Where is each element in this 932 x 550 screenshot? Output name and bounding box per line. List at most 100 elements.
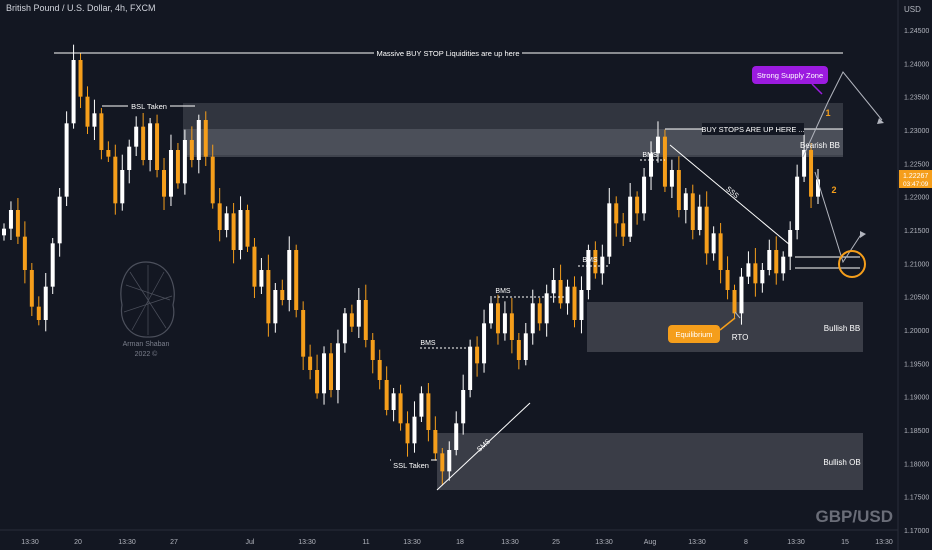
brain-logo-icon — [120, 261, 175, 338]
y-tick-label: 1.18000 — [904, 461, 929, 468]
candle-body — [579, 290, 584, 320]
ssl-label-bg — [391, 458, 431, 470]
candle-body — [468, 346, 473, 390]
candle-body — [335, 343, 340, 390]
y-tick-label: 1.19000 — [904, 395, 929, 402]
liquidity-label-bg — [374, 47, 522, 59]
y-tick-label: 1.17000 — [904, 528, 929, 535]
x-tick-label: 20 — [74, 539, 82, 546]
x-tick-label: 13:30 — [875, 539, 893, 546]
candle-body — [586, 250, 591, 290]
bullish-order-block — [437, 433, 863, 490]
x-tick-label: 18 — [456, 539, 464, 546]
arrow-head-1-icon — [877, 118, 884, 124]
candle-body — [697, 206, 702, 230]
candle-body — [593, 250, 598, 274]
bsl-label-bg — [128, 100, 170, 112]
candle-body — [64, 123, 69, 197]
candle-body — [141, 126, 146, 160]
candle-body — [628, 196, 633, 237]
buy-stops-label: BUY STOPS ARE UP HERE ... — [701, 125, 804, 134]
candle-body — [57, 196, 62, 244]
bsl-label: BSL Taken — [131, 102, 167, 111]
candle-body — [704, 206, 709, 254]
candle-body — [621, 223, 626, 237]
candle-body — [308, 356, 313, 370]
y-tick-label: 1.20000 — [904, 328, 929, 335]
candle-body — [43, 286, 48, 320]
x-tick-label: 13:30 — [595, 539, 613, 546]
candle-body — [662, 136, 667, 187]
candle-body — [231, 213, 236, 250]
candle-body — [405, 423, 410, 444]
candle-body — [753, 263, 758, 284]
candle-body — [781, 256, 786, 274]
candle-body — [50, 243, 55, 287]
rto-label: RTO — [732, 333, 749, 342]
x-tick-label: 27 — [170, 539, 178, 546]
candle-body — [175, 150, 180, 184]
candle-body — [127, 146, 132, 170]
watermark-year: 2022 © — [135, 350, 159, 358]
candle-body — [412, 416, 417, 444]
candle-body — [162, 170, 167, 197]
x-tick-label: 15 — [841, 539, 849, 546]
candle-body — [495, 303, 500, 334]
candle-body — [99, 113, 104, 150]
candle-body — [795, 176, 800, 230]
candle-body — [210, 156, 215, 204]
candle-body — [718, 233, 723, 270]
candle-body — [85, 96, 90, 127]
sms-trendline — [436, 402, 531, 491]
supply-zone-pointer — [811, 83, 823, 95]
candle-body — [342, 313, 347, 344]
x-tick-label: 13:30 — [688, 539, 706, 546]
bullish-bb-label: Bullish BB — [824, 324, 860, 333]
x-tick-label: 13:30 — [298, 539, 316, 546]
candles — [2, 44, 820, 485]
zones — [183, 103, 863, 490]
candle-body — [363, 300, 368, 340]
candle-body — [676, 170, 681, 210]
candle-body — [377, 360, 382, 380]
candle-body — [635, 196, 640, 214]
x-tick-label: 13:30 — [21, 539, 39, 546]
candle-body — [182, 140, 187, 184]
y-tick-label: 1.22500 — [904, 161, 929, 168]
sss-label: SSS — [724, 186, 739, 201]
target-circle — [838, 250, 866, 278]
candle-body — [356, 300, 361, 327]
candle-body — [315, 370, 320, 394]
sss-trendline — [669, 144, 791, 246]
bms-label-2: BMS — [495, 288, 511, 295]
candle-body — [558, 280, 563, 304]
current-price-tag: 1.22267 03:47:09 — [899, 170, 932, 188]
candle-body — [92, 113, 97, 127]
price-tag-value: 1.22267 — [903, 173, 928, 180]
price-tag-countdown: 03:47:09 — [903, 181, 929, 188]
chart-title: British Pound / U.S. Dollar, 4h, FXCM — [6, 3, 156, 13]
y-tick-label: 1.21000 — [904, 261, 929, 268]
candle-body — [711, 233, 716, 254]
candle-body — [572, 286, 577, 320]
candle-body — [8, 210, 13, 229]
candle-body — [509, 313, 514, 340]
x-tick-label: 13:30 — [787, 539, 805, 546]
candle-body — [690, 193, 695, 230]
y-tick-label: 1.20500 — [904, 295, 929, 302]
candle-body — [78, 60, 83, 97]
y-tick-label: 1.18500 — [904, 428, 929, 435]
candle-body — [15, 210, 20, 237]
x-tick-label: Jul — [246, 539, 255, 546]
candle-body — [816, 179, 820, 197]
candle-body — [725, 270, 730, 290]
candle-body — [461, 390, 466, 424]
candle-body — [607, 203, 612, 257]
buy-stops-label-bg — [702, 123, 804, 135]
candle-body — [134, 126, 139, 147]
candle-body — [454, 423, 459, 450]
candle-body — [523, 333, 528, 360]
ssl-label: SSL Taken — [393, 461, 429, 470]
candle-body — [440, 453, 445, 472]
